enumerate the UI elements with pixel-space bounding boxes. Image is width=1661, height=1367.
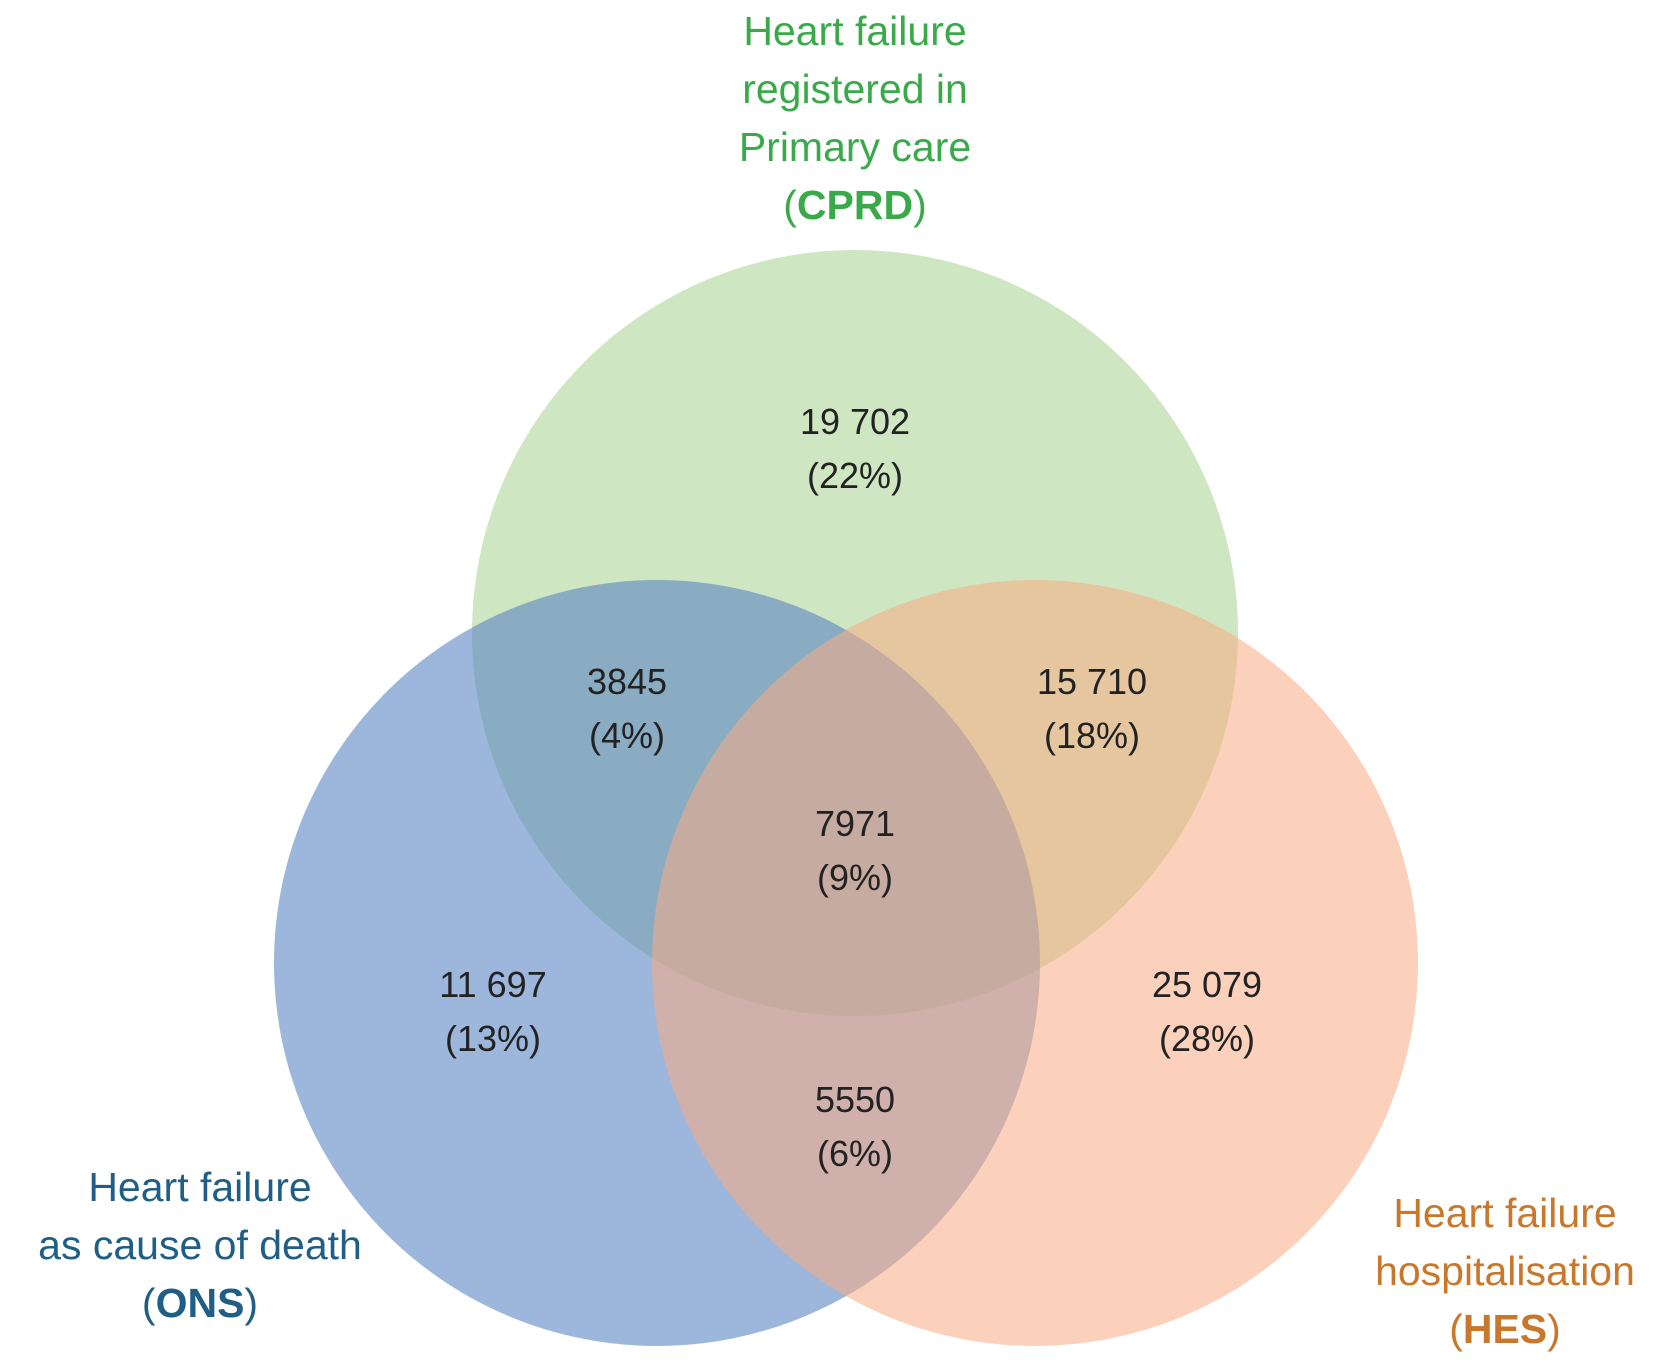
region-percent: (22%) bbox=[806, 455, 904, 496]
label-ons: Heart failure as cause of death (ONS) bbox=[0, 1158, 405, 1332]
region-cprd-only: 19 702 (22%) bbox=[735, 395, 975, 503]
circle-hes bbox=[652, 580, 1418, 1346]
label-cprd-abbr-line: (CPRD) bbox=[783, 182, 927, 228]
region-percent: (6%) bbox=[816, 1133, 893, 1174]
region-count: 5550 bbox=[814, 1079, 896, 1120]
region-count: 7971 bbox=[814, 803, 896, 844]
region-percent: (18%) bbox=[1043, 715, 1141, 756]
label-ons-line1: Heart failure bbox=[88, 1164, 312, 1210]
label-cprd: Heart failure registered in Primary care… bbox=[630, 2, 1080, 234]
label-cprd-line2: registered in bbox=[742, 66, 968, 112]
label-hes-abbr-line: (HES) bbox=[1449, 1306, 1561, 1352]
region-count: 3845 bbox=[586, 661, 668, 702]
region-percent: (13%) bbox=[444, 1018, 542, 1059]
region-count: 19 702 bbox=[799, 401, 911, 442]
region-percent: (4%) bbox=[588, 715, 665, 756]
label-hes-line2: hospitalisation bbox=[1375, 1248, 1635, 1294]
label-hes-abbr: HES bbox=[1462, 1306, 1548, 1352]
region-percent: (28%) bbox=[1158, 1018, 1256, 1059]
label-hes-line1: Heart failure bbox=[1393, 1190, 1617, 1236]
region-ons-hes: 5550 (6%) bbox=[735, 1073, 975, 1181]
region-cprd-hes: 15 710 (18%) bbox=[972, 655, 1212, 763]
label-ons-abbr-line: (ONS) bbox=[141, 1280, 259, 1326]
label-cprd-abbr: CPRD bbox=[796, 182, 914, 228]
region-ons-only: 11 697 (13%) bbox=[373, 958, 613, 1066]
label-cprd-line3: Primary care bbox=[738, 124, 972, 170]
region-percent: (9%) bbox=[816, 857, 893, 898]
region-count: 25 079 bbox=[1151, 964, 1263, 1005]
region-hes-only: 25 079 (28%) bbox=[1087, 958, 1327, 1066]
region-count: 11 697 bbox=[439, 964, 547, 1005]
region-cprd-ons: 3845 (4%) bbox=[507, 655, 747, 763]
label-ons-line2: as cause of death bbox=[38, 1222, 362, 1268]
region-all-three: 7971 (9%) bbox=[735, 797, 975, 905]
label-cprd-line1: Heart failure bbox=[743, 8, 967, 54]
label-ons-abbr: ONS bbox=[155, 1280, 245, 1326]
region-count: 15 710 bbox=[1036, 661, 1148, 702]
label-hes: Heart failure hospitalisation (HES) bbox=[1340, 1184, 1661, 1358]
